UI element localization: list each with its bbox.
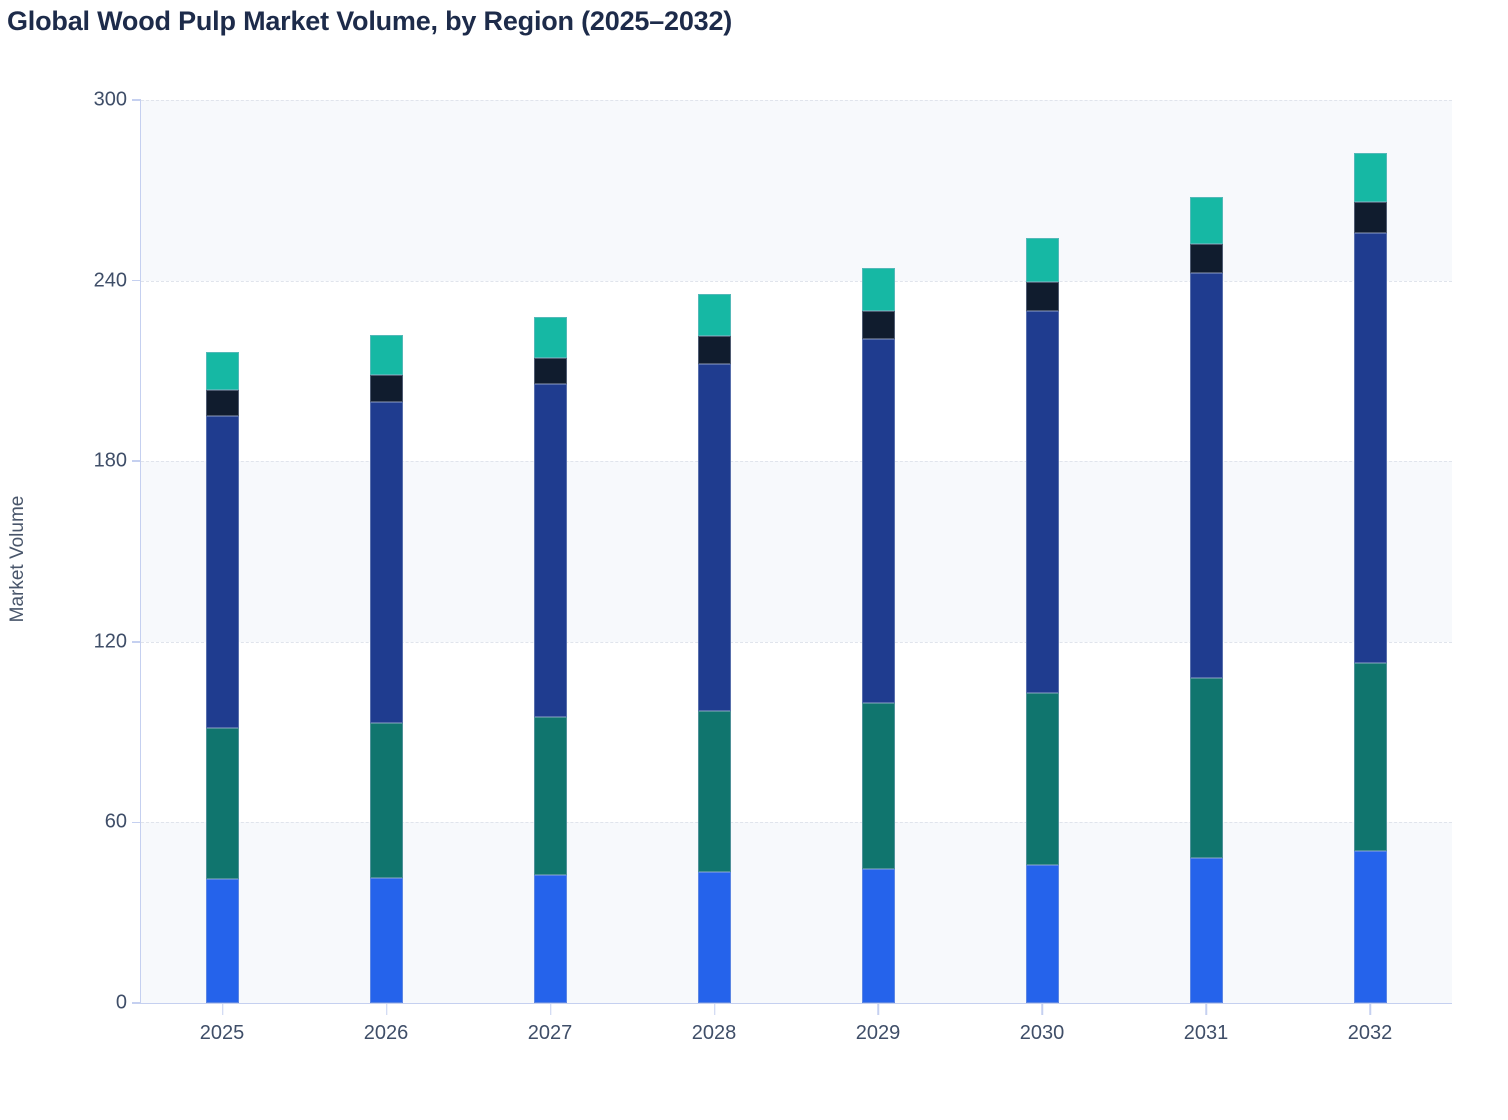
bar-segment: [1025, 310, 1059, 693]
bar-segment: [534, 357, 568, 385]
bar-segment: [1189, 197, 1223, 245]
bar-slot-2028: [633, 100, 797, 1015]
x-axis-labels: 2025 2026 2027 2028 2029 2030 2031 2032: [140, 1022, 1452, 1045]
gridline-240: [141, 280, 1452, 282]
bar-segment: [370, 375, 404, 403]
x-tick-mark: [713, 1004, 716, 1015]
bar-2026: [370, 335, 404, 1003]
gridline-180: [141, 461, 1452, 463]
bar-slot-2027: [469, 100, 633, 1015]
bar-slot-2029: [797, 100, 961, 1015]
y-tick-label-120: 120: [93, 630, 127, 653]
bar-segment: [534, 717, 568, 875]
bar-segment: [370, 877, 404, 1003]
bar-segment: [1189, 244, 1223, 274]
bar-segment: [534, 316, 568, 358]
bar-segment: [1025, 282, 1059, 311]
bar-segment: [861, 868, 895, 1003]
bar-2028: [698, 294, 732, 1003]
bar-segment: [206, 351, 240, 391]
bar-segment: [1353, 233, 1387, 664]
bar-segment: [534, 384, 568, 718]
bar-segment: [698, 711, 732, 872]
bar-segment: [1353, 152, 1387, 203]
bar-slot-2032: [1288, 100, 1452, 1015]
y-tick-label-180: 180: [93, 449, 127, 472]
x-tick-mark: [549, 1004, 552, 1015]
y-tick-mark: [132, 1002, 141, 1004]
x-tick-label-2027: 2027: [527, 1022, 573, 1044]
x-tick-label-2025: 2025: [199, 1022, 245, 1044]
y-tick-label-300: 300: [93, 88, 127, 111]
bar-segment: [698, 363, 732, 712]
bar-slot-2026: [305, 100, 469, 1015]
plot-band: [141, 100, 1452, 281]
y-tick-label-0: 0: [115, 991, 127, 1014]
bar-2032: [1353, 152, 1387, 1003]
bar-segment: [534, 874, 568, 1003]
bar-slot-2031: [1124, 100, 1288, 1015]
bar-segment: [206, 727, 240, 880]
x-tick-mark: [1369, 1004, 1371, 1015]
bar-segment: [861, 268, 895, 311]
bar-segment: [698, 871, 732, 1003]
y-tick-label-60: 60: [104, 810, 127, 833]
bar-segment: [206, 879, 240, 1003]
plot-band: [141, 461, 1452, 642]
bar-segment: [1189, 858, 1223, 1003]
bar-segment: [1189, 678, 1223, 859]
x-tick-label-2032: 2032: [1347, 1022, 1393, 1044]
bar-2025: [206, 351, 240, 1003]
bar-segment: [370, 402, 404, 724]
bar-segment: [861, 702, 895, 869]
x-tick-mark: [1205, 1004, 1207, 1015]
chart-title: Global Wood Pulp Market Volume, by Regio…: [7, 6, 733, 36]
y-tick-mark: [132, 641, 141, 643]
x-tick-mark: [222, 1004, 224, 1015]
x-tick-label-2028: 2028: [691, 1022, 737, 1044]
y-tick-mark: [132, 460, 141, 462]
x-tick-label-2031: 2031: [1183, 1022, 1229, 1044]
bar-segment: [206, 416, 240, 728]
bar-segment: [1353, 202, 1387, 234]
bar-segment: [1025, 238, 1059, 283]
x-tick-mark: [386, 1004, 388, 1015]
y-tick-mark: [132, 821, 141, 824]
y-tick-mark: [132, 279, 141, 282]
bar-slot-2025: [141, 100, 305, 1015]
bar-segment: [1189, 273, 1223, 679]
bar-segment: [698, 335, 732, 364]
bar-segment: [1353, 851, 1387, 1003]
bar-segment: [861, 310, 895, 340]
bars-layer: [141, 100, 1452, 1015]
bar-slot-2030: [960, 100, 1124, 1015]
bar-segment: [370, 335, 404, 376]
bar-2031: [1189, 197, 1223, 1003]
bar-segment: [206, 390, 240, 417]
plot-area: 0 60 120 180 240 300: [94, 89, 1452, 1015]
x-tick-label-2030: 2030: [1019, 1022, 1065, 1044]
bar-2029: [861, 268, 895, 1003]
bar-segment: [1025, 864, 1059, 1003]
bar-segment: [1353, 663, 1387, 852]
x-tick-label-2029: 2029: [855, 1022, 901, 1044]
bar-2030: [1025, 238, 1059, 1003]
gridline-120: [141, 641, 1452, 643]
gridline-300: [141, 100, 1452, 101]
plot-band: [141, 822, 1452, 1003]
bar-segment: [698, 294, 732, 336]
bar-segment: [861, 339, 895, 703]
bar-segment: [1025, 692, 1059, 865]
y-tick-mark: [132, 99, 141, 101]
x-tick-mark: [877, 1004, 880, 1015]
bar-2027: [534, 316, 568, 1003]
bar-segment: [370, 723, 404, 878]
x-tick-mark: [1041, 1004, 1044, 1015]
x-tick-label-2026: 2026: [363, 1022, 409, 1044]
y-axis-title: Market Volume: [7, 495, 28, 623]
gridline-60: [141, 822, 1452, 824]
y-tick-label-240: 240: [93, 269, 127, 292]
